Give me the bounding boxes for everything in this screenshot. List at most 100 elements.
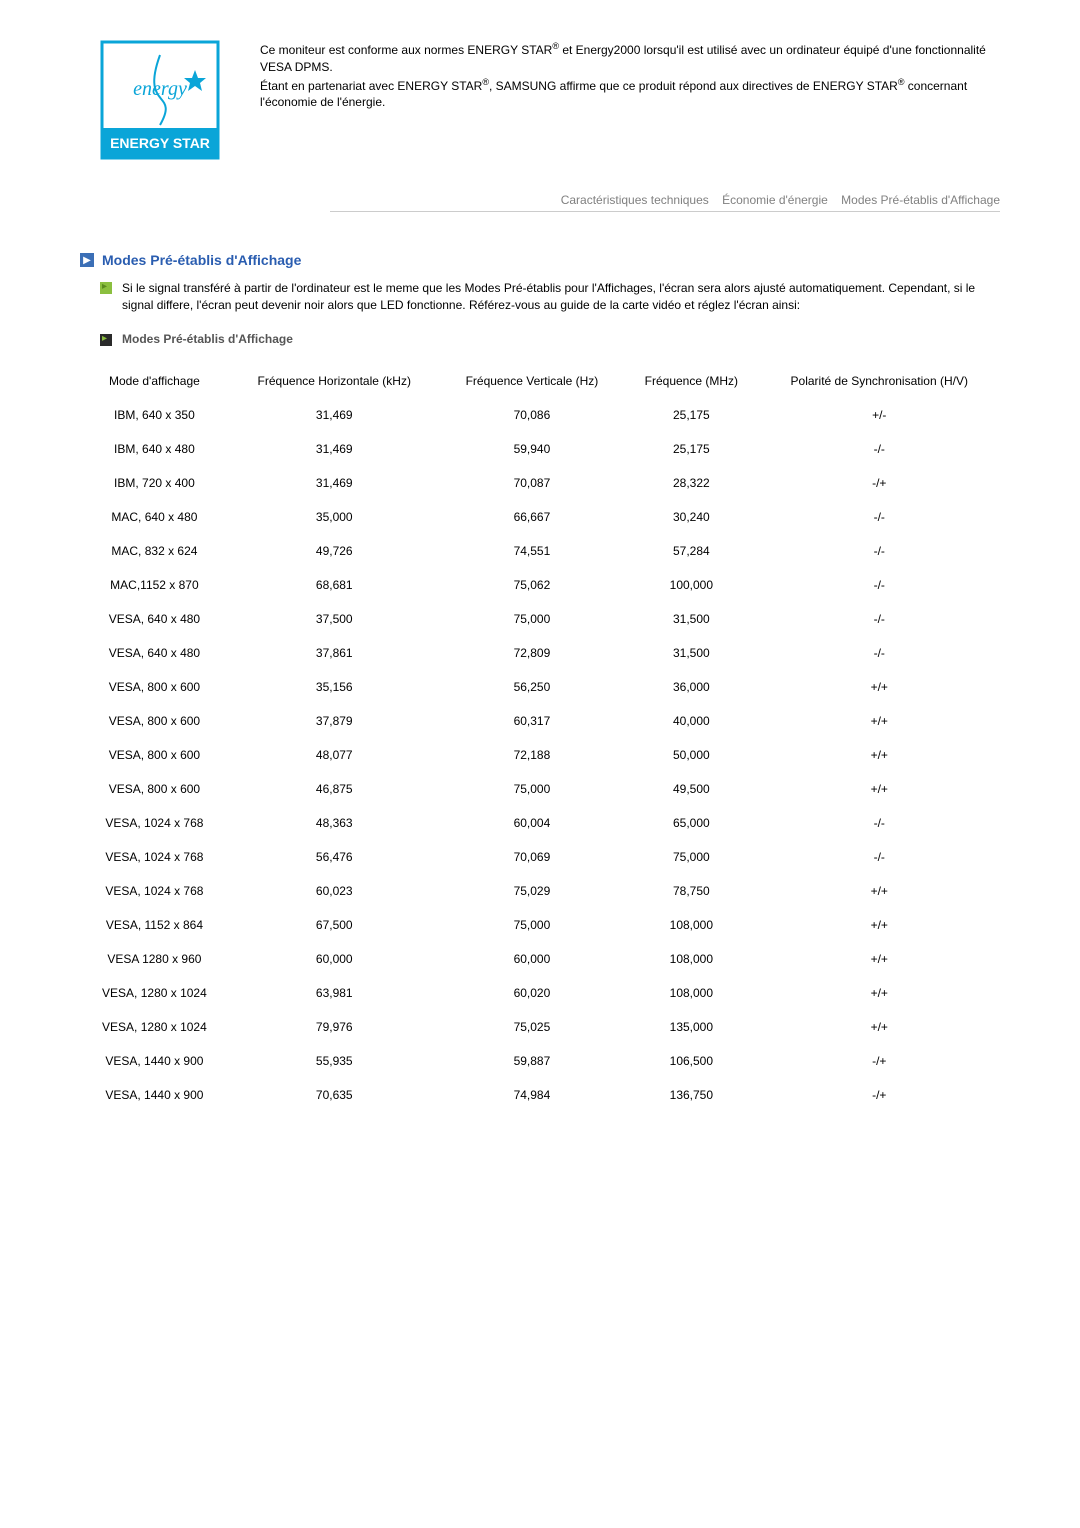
table-cell: +/+ (759, 976, 1001, 1010)
table-cell: 37,500 (229, 602, 440, 636)
table-cell: +/+ (759, 874, 1001, 908)
table-cell: 60,020 (440, 976, 625, 1010)
table-row: VESA, 800 x 60046,87575,00049,500+/+ (80, 772, 1000, 806)
table-cell: +/+ (759, 942, 1001, 976)
table-cell: IBM, 640 x 350 (80, 398, 229, 432)
table-cell: -/- (759, 432, 1001, 466)
table-cell: -/+ (759, 1044, 1001, 1078)
table-cell: 57,284 (624, 534, 758, 568)
table-cell: IBM, 640 x 480 (80, 432, 229, 466)
table-cell: -/+ (759, 466, 1001, 500)
table-cell: 36,000 (624, 670, 758, 704)
table-row: VESA, 1440 x 90070,63574,984136,750-/+ (80, 1078, 1000, 1112)
table-cell: MAC, 640 x 480 (80, 500, 229, 534)
tab-modes[interactable]: Modes Pré-établis d'Affichage (841, 193, 1000, 207)
table-cell: -/- (759, 840, 1001, 874)
table-row: VESA, 1280 x 102479,97675,025135,000+/+ (80, 1010, 1000, 1044)
col-hfreq: Fréquence Horizontale (kHz) (229, 364, 440, 398)
table-cell: 68,681 (229, 568, 440, 602)
table-row: VESA, 800 x 60035,15656,25036,000+/+ (80, 670, 1000, 704)
table-row: VESA, 640 x 48037,86172,80931,500-/- (80, 636, 1000, 670)
table-cell: VESA, 1024 x 768 (80, 806, 229, 840)
table-cell: 60,023 (229, 874, 440, 908)
energy-star-logo: ENERGY STAR energy (100, 40, 220, 163)
table-cell: 75,025 (440, 1010, 625, 1044)
table-cell: 35,000 (229, 500, 440, 534)
table-cell: VESA, 800 x 600 (80, 738, 229, 772)
tab-economie[interactable]: Économie d'énergie (722, 193, 828, 207)
table-cell: VESA, 800 x 600 (80, 704, 229, 738)
sub-heading-row: Modes Pré-établis d'Affichage (100, 332, 1000, 346)
table-cell: 60,317 (440, 704, 625, 738)
table-row: VESA 1280 x 96060,00060,000108,000+/+ (80, 942, 1000, 976)
table-cell: VESA, 1024 x 768 (80, 840, 229, 874)
table-cell: 56,476 (229, 840, 440, 874)
section-title-row: ▶ Modes Pré-établis d'Affichage (80, 252, 1000, 268)
table-cell: VESA, 1280 x 1024 (80, 1010, 229, 1044)
table-cell: 108,000 (624, 976, 758, 1010)
table-cell: MAC, 832 x 624 (80, 534, 229, 568)
table-cell: 31,469 (229, 398, 440, 432)
table-cell: VESA, 1280 x 1024 (80, 976, 229, 1010)
col-polarity: Polarité de Synchronisation (H/V) (759, 364, 1001, 398)
table-cell: 135,000 (624, 1010, 758, 1044)
table-cell: 35,156 (229, 670, 440, 704)
table-cell: VESA 1280 x 960 (80, 942, 229, 976)
top-para1a: Ce moniteur est conforme aux normes ENER… (260, 43, 552, 57)
table-cell: 28,322 (624, 466, 758, 500)
table-cell: 60,000 (229, 942, 440, 976)
table-cell: 60,000 (440, 942, 625, 976)
table-cell: 66,667 (440, 500, 625, 534)
table-cell: 37,861 (229, 636, 440, 670)
table-header-row: Mode d'affichage Fréquence Horizontale (… (80, 364, 1000, 398)
table-cell: 108,000 (624, 942, 758, 976)
svg-text:energy: energy (133, 78, 187, 100)
table-row: MAC,1152 x 87068,68175,062100,000-/- (80, 568, 1000, 602)
table-cell: 25,175 (624, 432, 758, 466)
table-cell: 60,004 (440, 806, 625, 840)
table-cell: IBM, 720 x 400 (80, 466, 229, 500)
table-row: IBM, 640 x 35031,46970,08625,175+/- (80, 398, 1000, 432)
col-mode: Mode d'affichage (80, 364, 229, 398)
table-cell: 31,500 (624, 602, 758, 636)
table-cell: -/- (759, 568, 1001, 602)
table-cell: 74,551 (440, 534, 625, 568)
table-row: VESA, 1280 x 102463,98160,020108,000+/+ (80, 976, 1000, 1010)
table-cell: 56,250 (440, 670, 625, 704)
table-cell: 70,635 (229, 1078, 440, 1112)
sub-heading: Modes Pré-établis d'Affichage (122, 332, 293, 346)
table-cell: 63,981 (229, 976, 440, 1010)
table-row: VESA, 640 x 48037,50075,00031,500-/- (80, 602, 1000, 636)
table-cell: 75,000 (440, 602, 625, 636)
table-cell: 136,750 (624, 1078, 758, 1112)
table-row: VESA, 800 x 60048,07772,18850,000+/+ (80, 738, 1000, 772)
table-cell: 74,984 (440, 1078, 625, 1112)
table-row: VESA, 1440 x 90055,93559,887106,500-/+ (80, 1044, 1000, 1078)
table-row: IBM, 720 x 40031,46970,08728,322-/+ (80, 466, 1000, 500)
table-cell: VESA, 800 x 600 (80, 670, 229, 704)
table-cell: 65,000 (624, 806, 758, 840)
table-cell: 31,469 (229, 466, 440, 500)
col-pixfreq: Fréquence (MHz) (624, 364, 758, 398)
top-description: Ce moniteur est conforme aux normes ENER… (260, 40, 1000, 111)
reg-mark: ® (482, 77, 489, 87)
table-cell: 106,500 (624, 1044, 758, 1078)
tab-caracteristiques[interactable]: Caractéristiques techniques (561, 193, 709, 207)
table-cell: +/+ (759, 908, 1001, 942)
table-cell: 31,500 (624, 636, 758, 670)
reg-mark: ® (552, 41, 559, 51)
table-cell: 50,000 (624, 738, 758, 772)
table-cell: 59,940 (440, 432, 625, 466)
table-cell: MAC,1152 x 870 (80, 568, 229, 602)
table-cell: 79,976 (229, 1010, 440, 1044)
table-cell: 31,469 (229, 432, 440, 466)
arrow-icon: ▶ (80, 253, 94, 267)
table-cell: 67,500 (229, 908, 440, 942)
table-cell: 70,087 (440, 466, 625, 500)
table-cell: 72,188 (440, 738, 625, 772)
table-cell: 49,726 (229, 534, 440, 568)
display-modes-table: Mode d'affichage Fréquence Horizontale (… (80, 364, 1000, 1112)
table-cell: -/- (759, 500, 1001, 534)
bullet-icon (100, 282, 112, 294)
top-para2a: Étant en partenariat avec ENERGY STAR (260, 79, 482, 93)
